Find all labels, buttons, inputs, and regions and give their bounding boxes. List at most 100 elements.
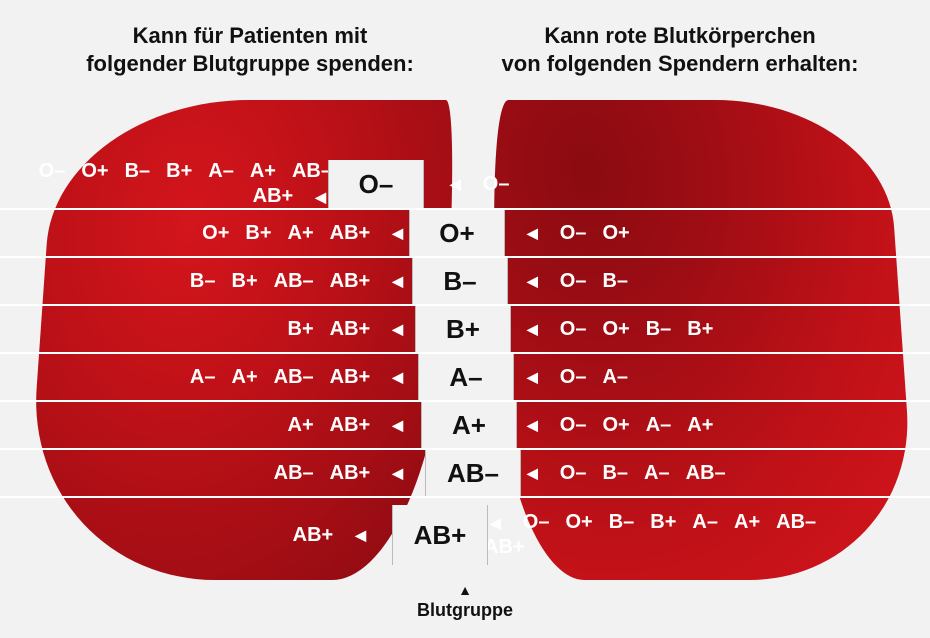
- bloodtype-label: B+: [288, 318, 314, 341]
- arrow-left-icon: ◀: [521, 466, 544, 480]
- bloodtype-label: O–: [560, 462, 587, 485]
- receive-from-list: ◀O–B–: [513, 270, 930, 293]
- footer-label: Blutgruppe: [417, 600, 513, 620]
- bloodtype-label: A–: [646, 414, 672, 437]
- bloodtype-label: AB+: [253, 185, 294, 208]
- bloodtype-label: AB–: [686, 462, 726, 485]
- arrow-up-icon: ▲: [0, 582, 930, 598]
- donate-to-list: B– B+ AB– AB+ ◀: [0, 270, 417, 293]
- row-AB+: AB+◀AB+◀O–O+B–B+A–A+AB–AB+: [0, 496, 930, 572]
- bloodtype-label: AB–: [274, 270, 314, 293]
- donate-to-list: B+AB+◀: [0, 318, 417, 341]
- arrow-left-icon: ◀: [386, 466, 409, 480]
- arrow-left-icon: ◀: [444, 177, 467, 191]
- bloodtype-label: B–: [125, 160, 151, 183]
- arrow-left-icon: ◀: [386, 274, 409, 288]
- compatibility-rows: O–O+B–B+A–A+AB–AB+◀O–◀O–O+B+A+AB+◀O+◀O–O…: [0, 160, 930, 572]
- center-bloodtype: A+: [421, 402, 517, 448]
- bloodtype-label: A–: [692, 511, 718, 534]
- bloodtype-label: AB+: [330, 366, 371, 389]
- bloodtype-label: A+: [250, 160, 276, 183]
- arrow-left-icon: ◀: [386, 418, 409, 432]
- donate-to-list: O+B+A+AB+◀: [0, 222, 417, 245]
- receive-from-list: ◀ O– O+ A– A+: [513, 414, 930, 437]
- receive-from-list: ◀ O– O+: [513, 222, 930, 245]
- arrow-left-icon: ◀: [349, 528, 372, 542]
- bloodtype-label: B+: [166, 160, 192, 183]
- bloodtype-label: B+: [245, 222, 271, 245]
- bloodtype-label: AB+: [330, 414, 371, 437]
- row-A+: A+ AB+ ◀ A+ ◀ O– O+ A– A+: [0, 400, 930, 448]
- bloodtype-label: O+: [81, 160, 108, 183]
- bloodtype-label: AB–: [292, 160, 332, 183]
- arrow-left-icon: ◀: [386, 322, 409, 336]
- bloodtype-label: A–: [190, 366, 216, 389]
- donate-to-list: O–O+B–B+A–A+AB–AB+◀: [0, 160, 340, 208]
- bloodtype-label: AB+: [330, 270, 371, 293]
- bloodtype-label: B+: [650, 511, 676, 534]
- bloodtype-label: O+: [602, 318, 629, 341]
- bloodtype-label: AB+: [330, 462, 371, 485]
- bloodtype-label: A+: [288, 222, 314, 245]
- receive-from-list: ◀ O– O+ B– B+: [513, 318, 930, 341]
- bloodtype-label: A+: [232, 366, 258, 389]
- row-A-: A–A+AB–AB+◀A–◀O–A–: [0, 352, 930, 400]
- donate-to-list: A+ AB+ ◀: [0, 414, 417, 437]
- bloodtype-label: O–: [483, 173, 510, 196]
- heading-receive: Kann rote Blutkörperchenvon folgenden Sp…: [490, 22, 870, 77]
- arrow-left-icon: ◀: [521, 418, 544, 432]
- arrow-left-icon: ◀: [521, 322, 544, 336]
- receive-from-list: ◀ O– B– A– AB–: [513, 462, 930, 485]
- center-bloodtype: B+: [415, 306, 511, 352]
- receive-from-list: ◀ O–: [436, 173, 930, 196]
- bloodtype-label: O+: [602, 222, 629, 245]
- bloodtype-label: O–: [39, 160, 66, 183]
- bloodtype-label: O–: [523, 511, 550, 534]
- donate-to-list: AB– AB+ ◀: [0, 462, 417, 485]
- bloodtype-label: A+: [687, 414, 713, 437]
- arrow-left-icon: ◀: [386, 226, 409, 240]
- row-O-: O–O+B–B+A–A+AB–AB+◀O–◀O–: [0, 160, 930, 208]
- bloodtype-label: B+: [687, 318, 713, 341]
- bloodtype-label: A–: [208, 160, 234, 183]
- bloodtype-label: A+: [288, 414, 314, 437]
- footer: ▲ Blutgruppe: [0, 582, 930, 621]
- center-bloodtype: AB–: [425, 450, 521, 496]
- center-bloodtype: O–: [328, 160, 424, 208]
- center-bloodtype: B–: [412, 258, 508, 304]
- heading-donate: Kann für Patienten mitfolgender Blutgrup…: [60, 22, 440, 77]
- arrow-left-icon: ◀: [386, 370, 409, 384]
- bloodtype-label: A–: [602, 366, 628, 389]
- bloodtype-label: O+: [602, 414, 629, 437]
- bloodtype-label: O–: [560, 318, 587, 341]
- center-bloodtype: O+: [409, 210, 505, 256]
- receive-from-list: ◀O–A–: [513, 366, 930, 389]
- row-B+: B+AB+◀B+◀O–O+B–B+: [0, 304, 930, 352]
- arrow-left-icon: ◀: [521, 370, 544, 384]
- row-AB-: AB–AB+◀AB–◀O–B–A–AB–: [0, 448, 930, 496]
- row-O+: O+B+A+AB+◀O+◀O–O+: [0, 208, 930, 256]
- bloodtype-label: AB+: [293, 524, 334, 547]
- donate-to-list: AB+ ◀: [0, 524, 380, 547]
- bloodtype-label: AB–: [776, 511, 816, 534]
- donate-to-list: A– A+ AB– AB+ ◀: [0, 366, 417, 389]
- bloodtype-label: O–: [560, 414, 587, 437]
- bloodtype-label: O–: [560, 222, 587, 245]
- bloodtype-label: B–: [609, 511, 635, 534]
- bloodtype-label: B–: [602, 462, 628, 485]
- bloodtype-label: B–: [646, 318, 672, 341]
- arrow-left-icon: ◀: [521, 226, 544, 240]
- bloodtype-label: O–: [560, 270, 587, 293]
- bloodtype-label: AB–: [274, 462, 314, 485]
- bloodtype-label: O+: [565, 511, 592, 534]
- center-bloodtype: A–: [418, 354, 514, 400]
- bloodtype-label: B–: [190, 270, 216, 293]
- arrow-left-icon: ◀: [521, 274, 544, 288]
- bloodtype-label: A+: [734, 511, 760, 534]
- bloodtype-label: AB+: [330, 222, 371, 245]
- bloodtype-label: B+: [232, 270, 258, 293]
- bloodtype-label: AB+: [484, 536, 525, 559]
- row-B-: B–B+AB–AB+◀B–◀O–B–: [0, 256, 930, 304]
- bloodtype-label: AB–: [274, 366, 314, 389]
- bloodtype-label: A–: [644, 462, 670, 485]
